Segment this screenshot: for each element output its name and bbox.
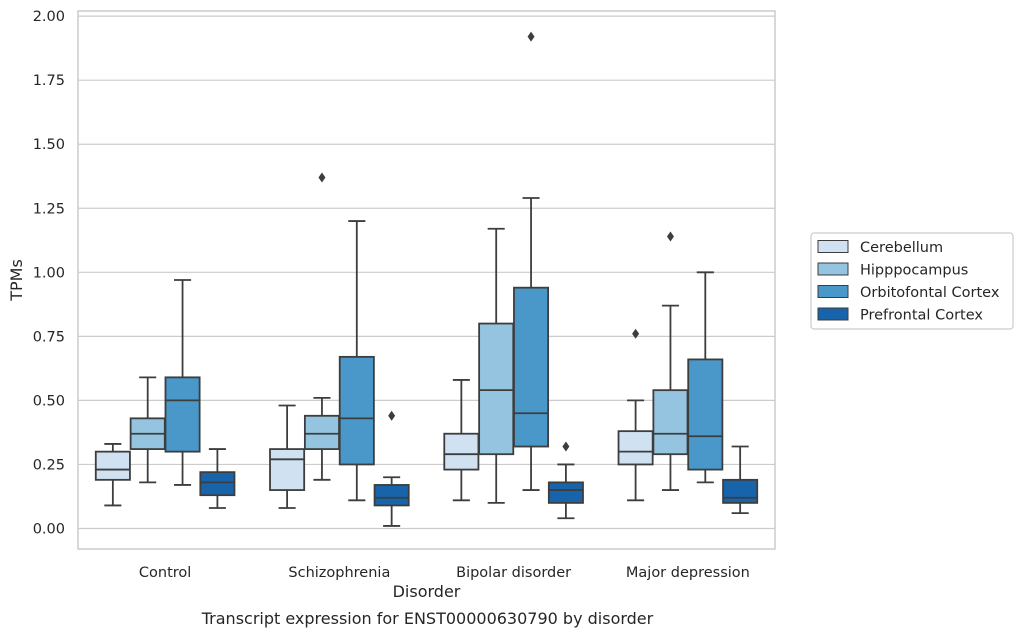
- y-tick-label: 1.00: [33, 265, 65, 281]
- y-tick-label: 1.25: [33, 201, 65, 217]
- box-hipppocampus: [478, 227, 515, 504]
- box-iqr: [164, 376, 201, 453]
- y-tick-label: 0.75: [33, 329, 65, 345]
- y-tick-label: 0.25: [33, 457, 65, 473]
- legend-swatch: [817, 240, 849, 253]
- box-iqr: [722, 478, 759, 504]
- outlier-point: [527, 31, 535, 42]
- box-iqr: [94, 450, 131, 481]
- outlier-point: [562, 441, 570, 452]
- y-tick-label: 1.75: [33, 73, 65, 89]
- box-orbitofontal-cortex: [687, 271, 724, 484]
- x-tick-label: Control: [139, 565, 191, 581]
- box-cerebellum: [617, 328, 654, 502]
- box-cerebellum: [269, 404, 306, 509]
- box-hipppocampus: [129, 376, 166, 484]
- x-tick-label: Bipolar disorder: [456, 565, 571, 581]
- legend-swatch: [817, 262, 849, 276]
- box-cerebellum: [443, 379, 480, 502]
- box-prefrontal-cortex: [373, 410, 410, 527]
- legend-label: Orbitofontal Cortex: [860, 285, 1000, 301]
- box-iqr: [373, 484, 410, 507]
- chart-caption: Transcript expression for ENST0000063079…: [201, 609, 654, 628]
- outlier-point: [388, 410, 396, 421]
- x-axis-ticks: Control Schizophrenia Bipolar disorder Majo…: [139, 565, 750, 581]
- legend-label: Prefrontal Cortex: [860, 308, 983, 324]
- box-iqr: [547, 481, 584, 504]
- box-iqr: [269, 448, 306, 491]
- x-tick-label: Schizophrenia: [288, 565, 390, 581]
- y-axis-ticks: 0.00 0.25 0.50 0.75 1.00 1.25 1.50 1.75 2.00: [33, 9, 65, 537]
- box-prefrontal-cortex: [547, 441, 584, 520]
- box-orbitofontal-cortex: [513, 31, 550, 491]
- legend-label: Hipppocampus: [860, 263, 968, 279]
- box-orbitofontal-cortex: [338, 220, 375, 502]
- box-iqr: [199, 471, 236, 497]
- x-axis-title: Disorder: [393, 582, 461, 601]
- x-tick-label: Major depression: [626, 565, 750, 581]
- y-tick-label: 1.50: [33, 137, 65, 153]
- y-axis-title: TPMs: [7, 259, 26, 302]
- box-cerebellum: [94, 443, 131, 507]
- box-prefrontal-cortex: [199, 448, 236, 509]
- box-orbitofontal-cortex: [164, 279, 201, 486]
- y-tick-label: 2.00: [33, 9, 65, 25]
- plot-area-frame: [77, 10, 776, 550]
- box-hipppocampus: [303, 172, 340, 481]
- box-iqr: [303, 414, 340, 450]
- outlier-point: [632, 328, 640, 339]
- box-iqr: [652, 389, 689, 456]
- y-tick-label: 0.50: [33, 393, 65, 409]
- legend-label: Cerebellum: [860, 240, 943, 256]
- legend-box: [810, 232, 1014, 330]
- legend-swatch: [817, 285, 849, 298]
- box-series-layer: [94, 31, 759, 527]
- box-iqr: [617, 430, 654, 466]
- y-tick-label: 0.00: [33, 522, 65, 538]
- legend-swatch: [817, 307, 849, 321]
- box-prefrontal-cortex: [722, 445, 759, 515]
- outlier-point: [666, 231, 674, 242]
- box-iqr: [513, 286, 550, 448]
- box-iqr: [338, 355, 375, 466]
- box-hipppocampus: [652, 231, 689, 491]
- legend: Cerebellum Hipppocampus Orbitofontal Corte…: [810, 232, 1014, 330]
- outlier-point: [318, 172, 326, 183]
- box-iqr: [478, 322, 515, 456]
- box-iqr: [687, 358, 724, 471]
- box-iqr: [443, 432, 480, 471]
